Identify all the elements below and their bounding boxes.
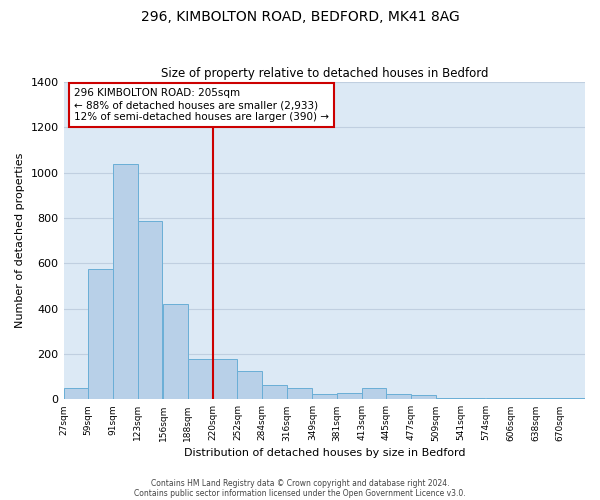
Bar [536,398,560,400]
Bar [163,304,188,400]
Y-axis label: Number of detached properties: Number of detached properties [15,153,25,328]
Bar [262,386,287,400]
Bar [486,398,511,400]
Bar [138,222,163,400]
Text: 296 KIMBOLTON ROAD: 205sqm
← 88% of detached houses are smaller (2,933)
12% of s: 296 KIMBOLTON ROAD: 205sqm ← 88% of deta… [74,88,329,122]
Bar [411,395,436,400]
Bar [386,394,411,400]
X-axis label: Distribution of detached houses by size in Bedford: Distribution of detached houses by size … [184,448,465,458]
Bar [188,358,212,400]
Bar [287,388,311,400]
Bar [312,394,337,400]
Bar [238,371,262,400]
Bar [88,269,113,400]
Bar [362,388,386,400]
Bar [337,392,362,400]
Bar [560,398,585,400]
Bar [511,398,536,400]
Text: Contains HM Land Registry data © Crown copyright and database right 2024.: Contains HM Land Registry data © Crown c… [151,478,449,488]
Bar [113,164,138,400]
Text: Contains public sector information licensed under the Open Government Licence v3: Contains public sector information licen… [134,488,466,498]
Bar [436,398,461,400]
Bar [212,358,238,400]
Text: 296, KIMBOLTON ROAD, BEDFORD, MK41 8AG: 296, KIMBOLTON ROAD, BEDFORD, MK41 8AG [140,10,460,24]
Bar [461,398,485,400]
Bar [64,388,88,400]
Title: Size of property relative to detached houses in Bedford: Size of property relative to detached ho… [161,66,488,80]
